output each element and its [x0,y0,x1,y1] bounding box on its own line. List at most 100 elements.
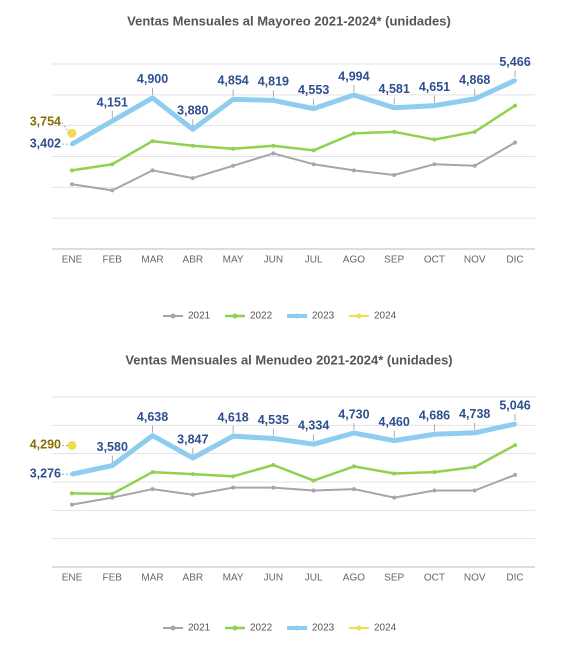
value-label: 4,900 [137,72,168,86]
legend-dot [232,625,238,631]
point [351,464,356,469]
series-line [71,104,516,172]
legend-label: 2022 [250,311,273,322]
legend-label: 2021 [188,311,211,322]
series-line [71,444,516,496]
series-line [71,141,516,192]
legend-label: 2022 [250,623,273,634]
x-tick-label: JUL [305,255,323,266]
value-label: 4,638 [137,410,168,424]
legend-dot [294,313,300,319]
point [231,146,236,151]
x-tick-label: AGO [343,255,365,266]
value-label: 5,466 [499,55,530,69]
point [311,106,316,111]
legend-label: 2023 [312,623,335,634]
legend-dot [232,313,238,319]
point [67,440,77,450]
value-label: 4,738 [459,407,490,421]
x-tick-label: MAR [141,255,163,266]
value-label: 3,580 [97,440,128,454]
point [311,148,316,153]
x-tick-label: SEP [384,255,404,266]
value-label: 3,276 [30,466,61,480]
point [432,137,437,142]
point [271,463,276,467]
point [110,119,115,124]
point [150,433,155,438]
x-tick-label: AGO [343,573,365,584]
x-tick-label: JUN [264,573,283,584]
value-label: 5,046 [499,398,530,412]
x-tick-label: FEB [103,573,123,584]
x-tick-label: ENE [62,255,83,266]
value-label: 3,847 [177,432,208,446]
value-label: 4,819 [258,75,289,89]
point [190,492,195,497]
legend-dot [356,625,362,631]
point [231,474,236,479]
legend-label: 2021 [188,623,211,634]
x-tick-label: ABR [183,255,204,266]
point [351,487,356,492]
chart: Ventas Mensuales al Mayoreo 2021-2024* (… [30,13,535,322]
x-tick-label: JUN [264,255,283,266]
point [110,463,115,468]
series-line [70,78,517,147]
series-line [71,421,516,477]
point [472,163,477,168]
x-tick-label: SEP [384,573,404,584]
point [231,163,236,168]
point [432,488,437,493]
point [231,485,236,490]
point [432,470,437,475]
point [110,495,115,500]
point [70,502,74,507]
x-tick-label: JUL [305,573,323,584]
x-tick-label: ENE [62,573,83,584]
point [70,491,74,496]
point [513,103,517,108]
value-label: 4,334 [298,419,329,433]
point [271,485,276,490]
point [513,78,517,83]
point [150,139,155,144]
point [513,472,517,477]
value-label: 4,854 [217,74,248,88]
point [271,436,276,441]
chart: Ventas Mensuales al Menudeo 2021-2024* (… [30,352,535,634]
x-tick-label: NOV [464,573,486,584]
value-label: 3,754 [30,114,61,128]
point [432,432,437,437]
point [231,434,236,439]
point [190,176,195,181]
point [271,98,276,103]
point [472,129,477,134]
value-label: 4,581 [379,82,410,96]
point [311,478,316,483]
chart-title: Ventas Mensuales al Menudeo 2021-2024* (… [125,352,452,367]
point [472,430,477,435]
point [392,129,397,134]
value-label: 4,618 [217,410,248,424]
x-tick-label: NOV [464,255,486,266]
point [110,491,115,496]
x-tick-label: DIC [506,255,523,266]
point [311,488,316,493]
point [231,97,236,102]
point [190,456,195,461]
chart-title: Ventas Mensuales al Mayoreo 2021-2024* (… [127,13,451,28]
legend-dot [294,625,300,631]
legend-label: 2023 [312,311,335,322]
point [70,182,74,187]
point [392,471,397,476]
value-label: 4,868 [459,73,490,87]
value-label: 4,686 [419,409,450,423]
value-label: 4,651 [419,80,450,94]
point [311,162,316,167]
point [351,430,356,435]
point [311,442,316,447]
point [190,143,195,148]
legend-label: 2024 [374,311,397,322]
point [271,143,276,148]
